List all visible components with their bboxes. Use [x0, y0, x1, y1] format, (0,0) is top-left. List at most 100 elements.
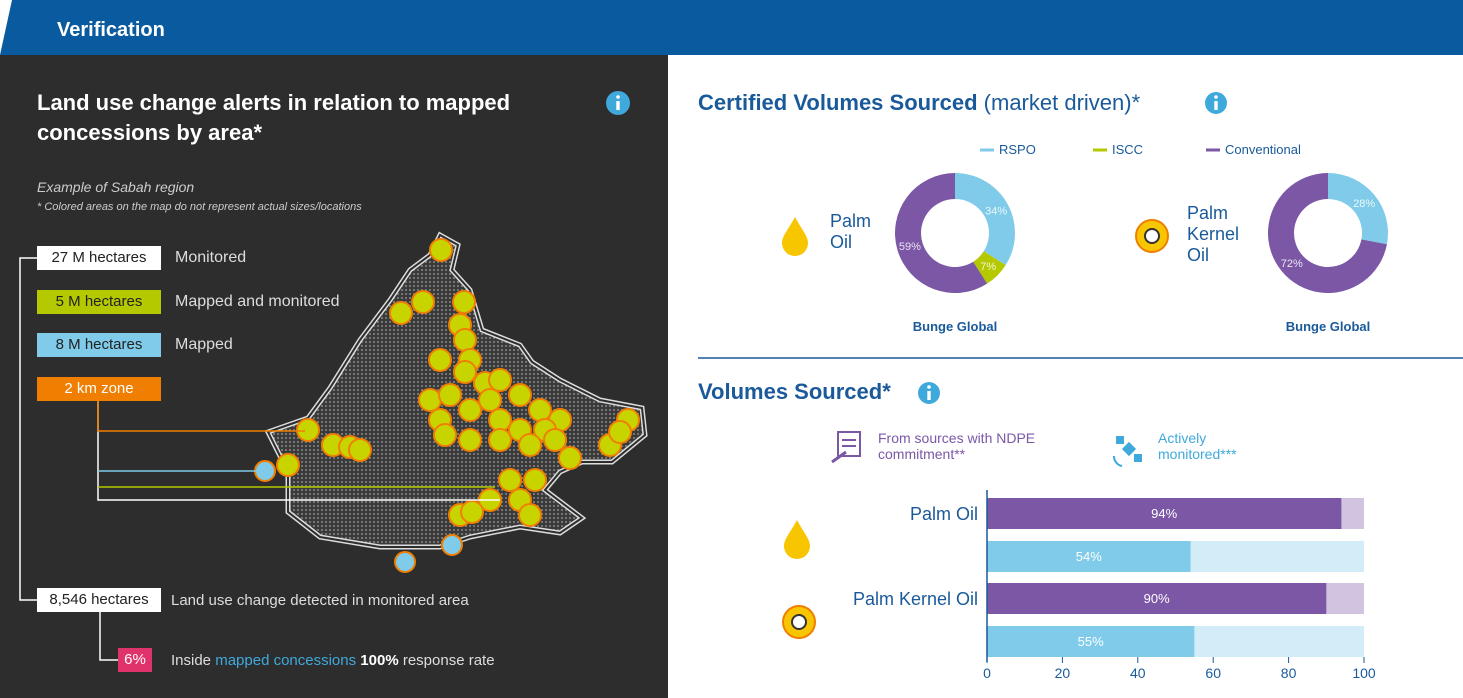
map-outline	[266, 233, 647, 548]
header-bar	[0, 0, 1463, 55]
header-title: Verification	[57, 19, 165, 41]
legend-box: 2 km zone	[37, 376, 161, 401]
alert-dot	[523, 468, 547, 492]
inside-link[interactable]: mapped concessions	[215, 652, 357, 669]
legend-ndpe: From sources with NDPE commitment**	[878, 430, 1036, 462]
pie-label: Palm Oil	[830, 211, 872, 252]
volumes-title: Volumes Sourced*	[698, 379, 891, 404]
x-tick-label: 60	[1205, 665, 1221, 681]
alert-dot	[458, 428, 482, 452]
alert-dot	[498, 468, 522, 492]
connectors	[19, 257, 500, 661]
legend-label: Mapped and monitored	[175, 292, 340, 310]
alert-dot	[433, 423, 457, 447]
bar	[987, 498, 1342, 529]
slice-label: 7%	[980, 261, 996, 273]
alert-dot	[452, 290, 476, 314]
detected-box: 8,546 hectares	[37, 588, 161, 612]
palm-oil-icon	[784, 520, 810, 559]
slice-label: 28%	[1353, 198, 1375, 210]
inside-line: Inside mapped concessions 100% response …	[171, 652, 495, 669]
certified-title-main: Certified Volumes Sourced	[698, 90, 978, 115]
alert-dot	[518, 433, 542, 457]
alert-dot	[438, 383, 462, 407]
category-label: Palm Kernel Oil	[853, 589, 978, 609]
legend-box: 8 M hectares	[37, 333, 161, 357]
detected-label: Land use change detected in monitored ar…	[171, 592, 469, 609]
alert-dot	[389, 301, 413, 325]
map-note: * Colored areas on the map do not repres…	[37, 201, 362, 213]
palm-oil-icon	[782, 217, 808, 256]
legend-label: Monitored	[175, 249, 247, 266]
x-tick-label: 80	[1281, 665, 1297, 681]
alert-dot	[543, 428, 567, 452]
pie-slice	[895, 173, 988, 293]
bar-label: 54%	[1076, 549, 1102, 564]
pie-caption: Bunge Global	[1285, 319, 1371, 334]
inside-box: 6%	[118, 648, 152, 672]
alert-dot	[558, 446, 582, 470]
legend-label: Conventional	[1225, 142, 1301, 157]
certified-suffix: (market driven)*	[983, 90, 1141, 115]
bar	[987, 541, 1191, 572]
alert-dot	[276, 453, 300, 477]
x-tick-label: 20	[1055, 665, 1071, 681]
alert-dot	[488, 428, 512, 452]
x-tick-label: 100	[1352, 665, 1376, 681]
map-subtitle: Example of Sabah region	[37, 179, 195, 195]
alert-dots	[254, 238, 640, 573]
inside-text: Inside	[171, 652, 212, 669]
info-icon	[918, 382, 940, 404]
pie-slice	[1328, 173, 1389, 245]
alert-dot	[488, 408, 512, 432]
bar	[987, 626, 1195, 657]
alert-dot	[518, 503, 542, 527]
alert-dot	[428, 348, 452, 372]
alert-dot	[488, 368, 512, 392]
bar	[987, 583, 1327, 614]
info-icon	[606, 91, 630, 115]
x-tick-label: 40	[1130, 665, 1146, 681]
alert-dot	[453, 360, 477, 384]
alert-dot	[348, 438, 372, 462]
x-tick-label: 0	[983, 665, 991, 681]
bar-label: 94%	[1151, 506, 1177, 521]
kernel-icon	[1135, 219, 1169, 253]
alert-dot	[394, 551, 416, 573]
legend-monitored: Actively monitored***	[1158, 430, 1237, 462]
alert-dot	[528, 398, 552, 422]
alert-dot	[441, 534, 463, 556]
legend-label: RSPO	[999, 142, 1036, 157]
legend-label: ISCC	[1112, 142, 1143, 157]
kernel-icon	[782, 605, 816, 639]
map-title: Land use change alerts in relation to ma…	[37, 90, 511, 145]
legend-label: Mapped	[175, 336, 233, 353]
pie-slice	[1268, 173, 1387, 294]
pie-label: Palm Kernel Oil	[1187, 203, 1240, 265]
info-icon	[1205, 92, 1227, 114]
ndpe-icon	[831, 431, 861, 464]
legend-box: 5 M hectares	[37, 289, 161, 314]
satellite-icon	[1112, 436, 1142, 467]
pie-caption: Bunge Global	[912, 319, 998, 334]
alert-dot	[453, 328, 477, 352]
pie-slice	[955, 173, 1016, 266]
alert-dot	[411, 290, 435, 314]
alert-dot	[296, 418, 320, 442]
alert-dot	[458, 398, 482, 422]
pie-slice	[973, 251, 1006, 284]
alert-dot	[418, 388, 442, 412]
certified-title: Certified Volumes Sourced (market driven…	[698, 90, 1140, 116]
alert-dot	[478, 388, 502, 412]
slice-label: 72%	[1281, 258, 1303, 270]
slice-label: 59%	[899, 241, 921, 253]
bar-label: 55%	[1078, 634, 1104, 649]
legend-box: 27 M hectares	[37, 246, 161, 270]
alert-dot	[608, 420, 632, 444]
bar-label: 90%	[1144, 591, 1170, 606]
alert-dot	[460, 500, 484, 524]
category-label: Palm Oil	[910, 504, 978, 524]
slice-label: 34%	[985, 205, 1007, 217]
inside-bold: 100%	[360, 652, 399, 669]
